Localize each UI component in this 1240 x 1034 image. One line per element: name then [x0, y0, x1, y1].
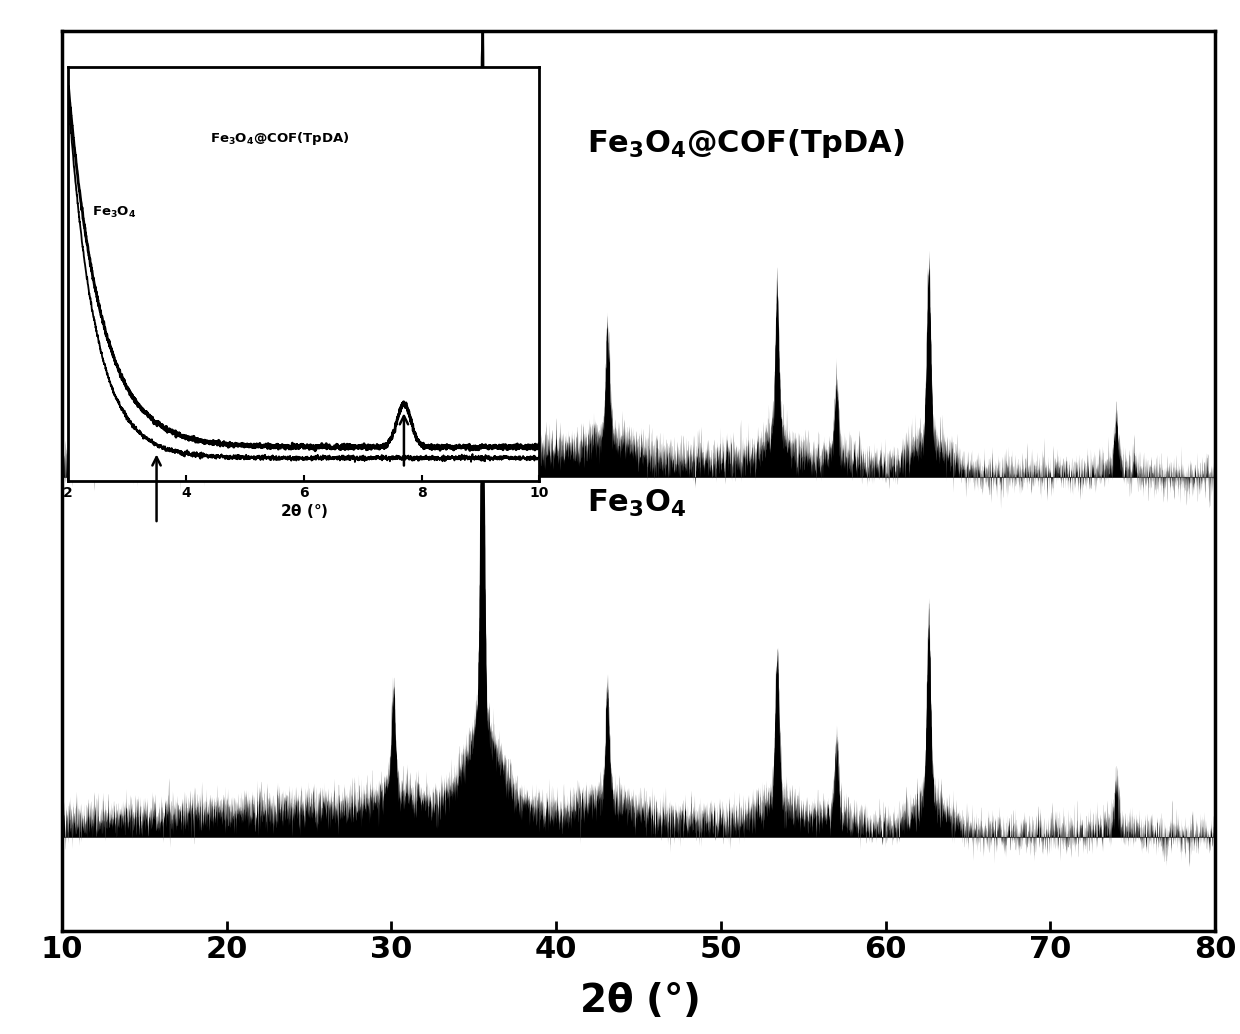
X-axis label: $\mathbf{2\theta\ (°)}$: $\mathbf{2\theta\ (°)}$: [579, 981, 698, 1021]
X-axis label: $\mathbf{2\theta\ (°)}$: $\mathbf{2\theta\ (°)}$: [280, 503, 327, 520]
Text: $\mathbf{Fe_3O_4}$: $\mathbf{Fe_3O_4}$: [587, 488, 686, 519]
Text: $\mathbf{Fe_3O_4@COF(TpDA)}$: $\mathbf{Fe_3O_4@COF(TpDA)}$: [210, 129, 348, 147]
Text: $\mathbf{Fe_3O_4}$: $\mathbf{Fe_3O_4}$: [92, 205, 136, 220]
Text: $\mathbf{Fe_3O_4@COF(TpDA)}$: $\mathbf{Fe_3O_4@COF(TpDA)}$: [587, 127, 905, 160]
